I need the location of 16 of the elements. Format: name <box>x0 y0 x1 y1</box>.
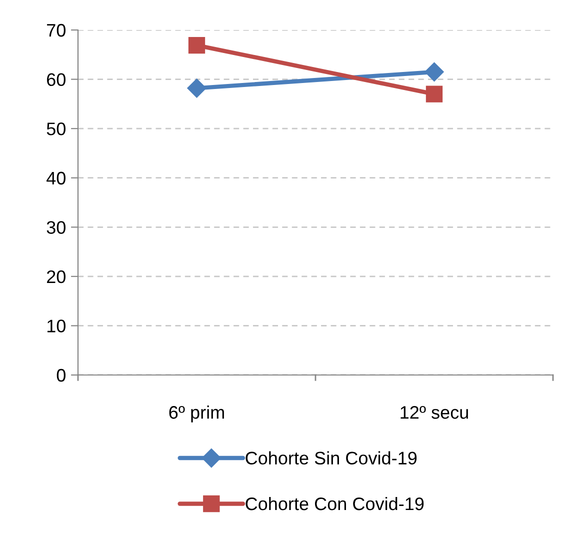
x-tick-label: 12º secu <box>400 406 468 419</box>
point <box>426 86 443 102</box>
y-tick-label: 50 <box>46 122 66 136</box>
y-tick-label: 10 <box>47 320 66 332</box>
y-tick-label: 0 <box>56 368 66 382</box>
point <box>187 78 206 98</box>
point <box>424 62 444 82</box>
legend-label: Cohorte Con Covid-19 <box>246 496 424 510</box>
y-tick-label: 40 <box>46 172 66 185</box>
point <box>188 36 206 54</box>
y-tick-label: 30 <box>46 221 66 234</box>
y-tick-label: 60 <box>47 73 66 86</box>
y-tick-label: 70 <box>47 24 66 37</box>
y-tick-label: 20 <box>47 270 66 284</box>
legend-label: Cohorte Sin Covid-19 <box>246 451 417 465</box>
x-tick-label: 6º prim <box>169 406 224 422</box>
